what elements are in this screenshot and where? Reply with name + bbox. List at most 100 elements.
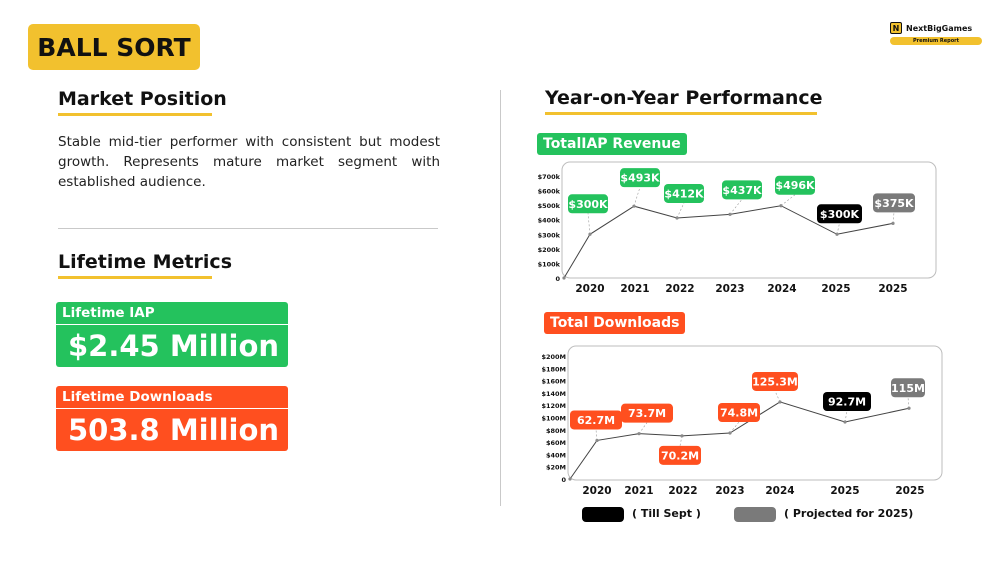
yoy-underline: [545, 112, 817, 115]
dl-data-label-bg: [752, 371, 798, 391]
iap-x-tick: 2022: [665, 283, 694, 295]
iap-series-line: [563, 205, 894, 279]
dl-data-label: 62.7M: [577, 414, 615, 427]
dl-x-tick: 2020: [582, 485, 611, 497]
dl-x-tick: 2021: [624, 485, 653, 497]
iap-y-tick: $600k: [538, 188, 561, 196]
dl-label-leader: [595, 429, 598, 441]
market-position-heading: Market Position: [58, 88, 227, 110]
section-divider: [58, 228, 438, 229]
iap-x-tick: 2025: [821, 283, 850, 295]
dl-label-leader: [679, 435, 683, 446]
lifetime-downloads-value: 503.8 Million: [56, 409, 288, 451]
iap-label-leader: [836, 223, 840, 235]
legend-till-sept-swatch: [582, 507, 624, 522]
dl-y-tick: $120M: [541, 402, 566, 410]
iap-data-label-bg: [817, 204, 862, 224]
iap-y-tick: $300k: [538, 231, 561, 239]
brand-name: NextBigGames: [906, 23, 973, 33]
iap-x-tick: 2021: [620, 283, 649, 295]
app-title: BALL SORT: [28, 24, 200, 70]
iap-label-leader: [633, 187, 641, 207]
iap-data-label-bg: [775, 175, 815, 195]
iap-data-label-bg: [664, 183, 704, 203]
brand-subtitle: Premium Report: [890, 37, 982, 45]
iap-y-tick: $400k: [538, 217, 561, 225]
iap-x-tick: 2025: [878, 283, 907, 295]
dl-y-tick: $20M: [546, 464, 566, 472]
legend-projected-swatch: [734, 507, 776, 522]
dl-y-tick: $180M: [541, 365, 566, 373]
iap-label-leader: [729, 199, 743, 215]
iap-data-label: $375K: [874, 197, 914, 210]
dl-data-label: 70.2M: [661, 449, 699, 462]
iap-data-point: [562, 276, 566, 280]
dl-data-label-bg: [570, 410, 622, 430]
brand-badge: N NextBigGames Premium Report: [890, 22, 982, 45]
iap-y-tick: $700k: [538, 173, 561, 181]
iap-data-label: $496K: [775, 179, 815, 192]
dl-y-tick: $200M: [541, 353, 566, 361]
brand-logo-icon: N: [890, 22, 902, 34]
lifetime-metrics-underline: [58, 276, 212, 279]
yoy-heading: Year-on-Year Performance: [545, 87, 823, 109]
dl-x-tick: 2022: [668, 485, 697, 497]
market-position-underline: [58, 113, 212, 116]
lifetime-iap-label: Lifetime IAP: [56, 302, 288, 324]
lifetime-downloads-label: Lifetime Downloads: [56, 386, 288, 408]
dl-data-label: 115M: [891, 382, 925, 395]
iap-data-label-bg: [620, 168, 660, 188]
iap-y-tick: $200k: [538, 246, 561, 254]
dl-data-label: 92.7M: [828, 395, 866, 408]
dl-data-label-bg: [823, 391, 871, 411]
dl-x-tick: 2025: [830, 485, 859, 497]
iap-data-label: $412K: [664, 187, 704, 200]
iap-data-label-bg: [873, 193, 915, 213]
dl-y-tick: $40M: [546, 451, 566, 459]
dl-data-label: 125.3M: [752, 375, 798, 388]
dl-y-tick: $60M: [546, 439, 566, 447]
dl-y-tick: $160M: [541, 378, 566, 386]
iap-label-leader: [587, 213, 591, 235]
iap-x-tick: 2024: [767, 283, 796, 295]
dl-data-label: 74.8M: [720, 406, 758, 419]
iap-x-tick: 2020: [575, 283, 604, 295]
iap-data-label: $300K: [568, 198, 608, 211]
dl-y-tick: $100M: [541, 415, 566, 423]
dl-x-tick: 2025: [895, 485, 924, 497]
legend-projected-text: ( Projected for 2025): [784, 507, 914, 520]
lifetime-metrics-heading: Lifetime Metrics: [58, 251, 232, 273]
dl-data-label-bg: [891, 378, 925, 398]
dl-data-label-bg: [659, 445, 701, 465]
iap-data-label-bg: [568, 194, 608, 214]
lifetime-iap-value: $2.45 Million: [56, 325, 288, 367]
iap-data-label: $437K: [722, 184, 762, 197]
downloads-chart-title: Total Downloads: [544, 312, 686, 334]
dl-x-tick: 2024: [765, 485, 794, 497]
market-position-text: Stable mid-tier performer with consisten…: [58, 134, 440, 190]
iap-label-leader: [676, 202, 685, 219]
dl-y-tick: 0: [561, 476, 566, 484]
column-divider: [500, 90, 501, 506]
iap-x-tick: 2023: [715, 283, 744, 295]
iap-data-label-bg: [722, 180, 762, 200]
dl-series-line: [569, 401, 910, 480]
dl-y-tick: $80M: [546, 427, 566, 435]
iap-data-label: $493K: [620, 172, 660, 185]
dl-label-leader: [844, 410, 848, 423]
dl-y-tick: $140M: [541, 390, 566, 398]
iap-chart-frame: [561, 161, 937, 279]
iap-y-tick: 0: [555, 275, 560, 283]
iap-label-leader: [892, 212, 895, 224]
dl-x-tick: 2023: [715, 485, 744, 497]
dl-data-point: [568, 477, 572, 481]
iap-label-leader: [780, 194, 796, 206]
dl-data-label-bg: [621, 403, 673, 423]
dl-label-leader: [907, 397, 910, 409]
dl-data-label: 73.7M: [628, 407, 666, 420]
iap-chart-title: TotalIAP Revenue: [537, 133, 687, 155]
iap-data-label: $300K: [820, 208, 860, 221]
dl-data-label-bg: [718, 402, 760, 422]
legend-till-sept-text: ( Till Sept ): [632, 507, 701, 520]
